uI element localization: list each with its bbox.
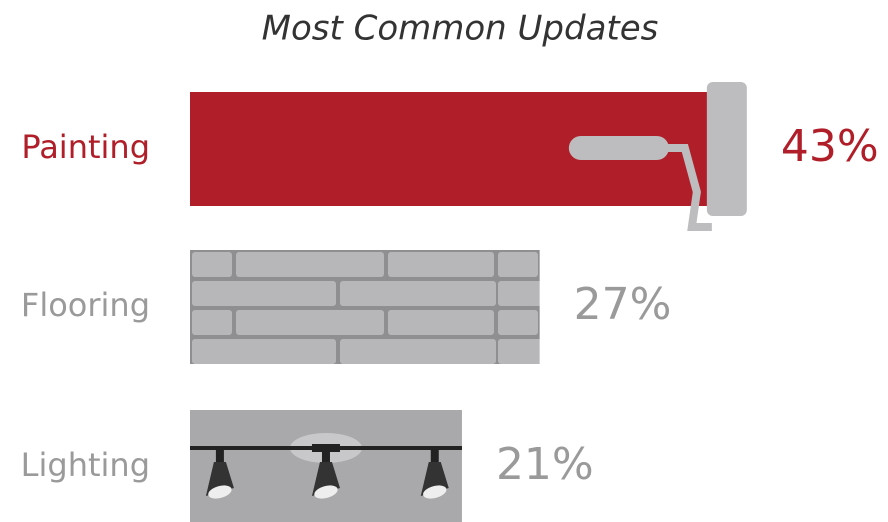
spot-stem	[215, 448, 224, 464]
spot-lens	[423, 485, 447, 499]
roller-handle	[666, 144, 712, 231]
light-track	[190, 433, 462, 499]
spot-stem	[430, 448, 439, 464]
spot-stem	[321, 448, 330, 464]
roller-grip	[568, 136, 669, 160]
roller-body	[706, 82, 747, 216]
category-label: Lighting	[21, 446, 150, 484]
chart-title: Most Common Updates	[262, 9, 659, 49]
value-label: 27%	[574, 279, 672, 330]
spot-lens	[314, 485, 338, 499]
spot-lens	[208, 485, 232, 499]
value-label: 21%	[496, 439, 594, 490]
value-label: 43%	[781, 121, 879, 172]
category-label: Painting	[21, 128, 150, 166]
paint-roller	[568, 82, 747, 231]
category-label: Flooring	[21, 286, 150, 324]
bar	[190, 250, 540, 364]
